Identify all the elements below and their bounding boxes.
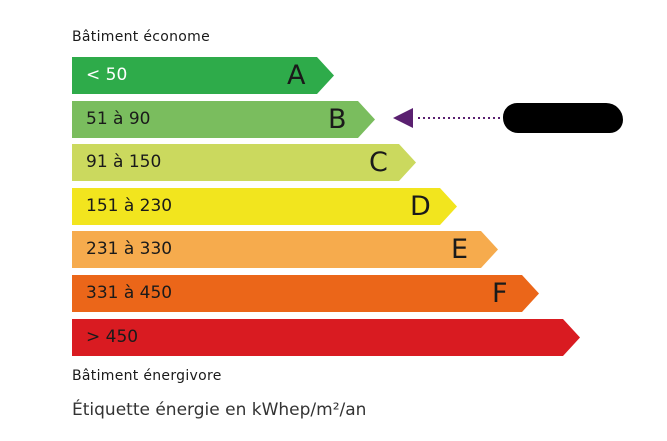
energy-class-bar-A: < 50 A	[72, 57, 334, 94]
class-letter: F	[492, 278, 508, 309]
rating-indicator-arrow	[393, 108, 502, 128]
bar-shape	[72, 144, 416, 182]
energy-class-bar-E: 231 à 330 E	[72, 231, 498, 269]
class-letter: C	[369, 147, 388, 179]
class-range: 331 à 450	[86, 283, 173, 303]
class-letter: A	[287, 60, 306, 91]
header-energy-intensive: Bâtiment énergivore	[72, 368, 222, 384]
energy-class-bar-D: 151 à 230 D	[72, 187, 457, 225]
energy-class-bar-G: > 450	[72, 318, 580, 356]
header-economical: Bâtiment économe	[72, 29, 210, 45]
bar-shape	[72, 318, 580, 356]
class-range: 91 à 150	[86, 152, 162, 173]
energy-class-bar-B: 51 à 90 B	[72, 100, 375, 138]
bar-shape	[72, 231, 498, 269]
bar-shape	[72, 100, 375, 138]
bar-shape	[72, 275, 539, 312]
bar-shape	[72, 57, 334, 94]
class-range: 51 à 90	[86, 108, 151, 129]
class-range: 151 à 230	[86, 195, 173, 216]
class-letter: D	[410, 190, 431, 222]
energy-class-bar-C: 91 à 150 C	[72, 144, 416, 182]
arrow-head-icon	[393, 108, 413, 128]
bar-shape	[72, 187, 457, 225]
class-letter: B	[328, 103, 347, 135]
energy-class-bar-F: 331 à 450 F	[72, 275, 539, 312]
class-range: > 450	[86, 326, 139, 347]
class-range: 231 à 330	[86, 239, 173, 260]
caption: Étiquette énergie en kWhep/m²/an	[72, 400, 367, 420]
redacted-value	[503, 103, 623, 133]
class-letter: E	[451, 234, 469, 266]
class-range: < 50	[86, 65, 128, 85]
